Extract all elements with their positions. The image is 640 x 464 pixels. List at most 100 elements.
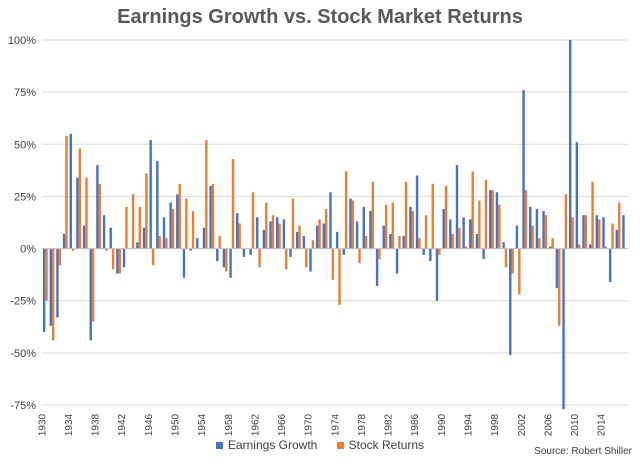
bar-stock-returns [278,223,281,249]
bar-earnings-growth [116,248,119,274]
bar-stock-returns [325,208,328,249]
legend-item-earnings: Earnings Growth [215,438,317,452]
bar-earnings-growth [149,140,152,249]
bar-earnings-growth [76,177,79,249]
bar-stock-returns [384,204,388,249]
bar-earnings-growth [49,248,52,326]
bar-earnings-growth [182,248,186,278]
bar-stock-returns [411,211,414,249]
bar-earnings-growth [176,194,179,249]
bar-earnings-growth [415,175,419,249]
bar-stock-returns [131,194,135,249]
bar-stock-returns [438,248,441,255]
bar-earnings-growth [562,248,565,410]
y-tick-label: 50% [14,139,36,151]
bar-stock-returns [524,190,528,249]
bar-stock-returns [98,183,101,249]
bar-earnings-growth [462,217,465,249]
bar-stock-returns [604,246,608,249]
bar-stock-returns [251,192,255,249]
bar-earnings-growth [409,206,412,249]
bar-stock-returns [298,225,301,249]
bar-stock-returns [471,171,474,249]
bar-earnings-growth [435,248,439,301]
bar-earnings-growth [229,248,232,278]
x-tick-label: 2014 [597,413,608,436]
bar-earnings-growth [216,248,219,262]
y-tick-label: 75% [14,87,36,99]
bar-earnings-growth [122,248,126,268]
bar-stock-returns [371,181,375,249]
bar-stock-returns [91,248,95,322]
bar-earnings-growth [342,248,345,255]
bar-stock-returns [151,248,155,266]
x-tick-label: 1962 [250,413,261,436]
bar-earnings-growth [309,248,312,272]
bar-stock-returns [484,179,488,249]
bar-stock-returns [205,140,208,249]
bar-earnings-growth [495,192,499,249]
bar-stock-returns [111,248,115,270]
bar-earnings-growth [382,225,385,249]
source-note: Source: Robert Shiller [534,446,632,457]
bar-stock-returns [125,206,128,249]
x-tick-label: 1938 [91,413,102,436]
bar-stock-returns [331,248,335,280]
bar-stock-returns [431,183,434,249]
bar-stock-returns [145,173,148,249]
bar-stock-returns [464,246,468,249]
chart-title: Earnings Growth vs. Stock Market Returns [117,6,523,28]
bar-stock-returns [45,248,48,301]
bar-earnings-growth [369,211,372,249]
bar-earnings-growth [615,229,619,249]
bar-earnings-growth [62,233,66,249]
bar-earnings-growth [329,192,332,249]
x-tick-label: 1946 [144,413,155,436]
bar-earnings-growth [389,233,392,249]
x-tick-label: 2010 [570,413,581,436]
bar-earnings-growth [109,227,112,249]
bar-stock-returns [378,248,381,259]
x-tick-label: 1978 [357,413,368,436]
bar-stock-returns [504,248,508,268]
legend-swatch-returns [336,442,344,450]
bar-earnings-growth [136,242,139,249]
bar-earnings-growth [262,229,266,249]
bar-stock-returns [598,219,601,249]
bar-earnings-growth [608,248,612,282]
bar-stock-returns [318,219,321,249]
bar-stock-returns [178,183,181,249]
bar-stock-returns [358,248,361,264]
bar-stock-returns [391,202,394,249]
bar-stock-returns [225,248,228,272]
bar-stock-returns [511,248,514,274]
legend-label-returns: Stock Returns [348,438,425,452]
bar-stock-returns [285,248,288,270]
x-tick-label: 1934 [64,413,75,436]
legend-item-returns: Stock Returns [336,438,425,452]
bar-earnings-growth [249,248,252,255]
bar-earnings-growth [322,223,326,249]
bar-stock-returns [571,217,574,249]
bar-stock-returns [311,240,315,249]
bar-earnings-growth [575,142,579,249]
bar-earnings-growth [489,190,492,249]
x-tick-label: 1954 [197,413,208,436]
y-tick-label: -50% [10,348,36,360]
bar-stock-returns [444,186,448,249]
x-tick-label: 1950 [171,413,182,436]
bar-earnings-growth [82,225,86,249]
bar-stock-returns [171,208,175,249]
bar-stock-returns [238,223,241,249]
bar-earnings-growth [402,236,405,249]
bar-earnings-growth [595,215,599,249]
bar-stock-returns [338,248,341,305]
bar-stock-returns [65,135,68,249]
bar-earnings-growth [455,165,459,249]
bar-earnings-growth [222,248,226,268]
y-tick-label: -25% [10,296,36,308]
bar-earnings-growth [602,217,605,249]
bar-earnings-growth [502,242,505,249]
bar-stock-returns [231,158,235,249]
